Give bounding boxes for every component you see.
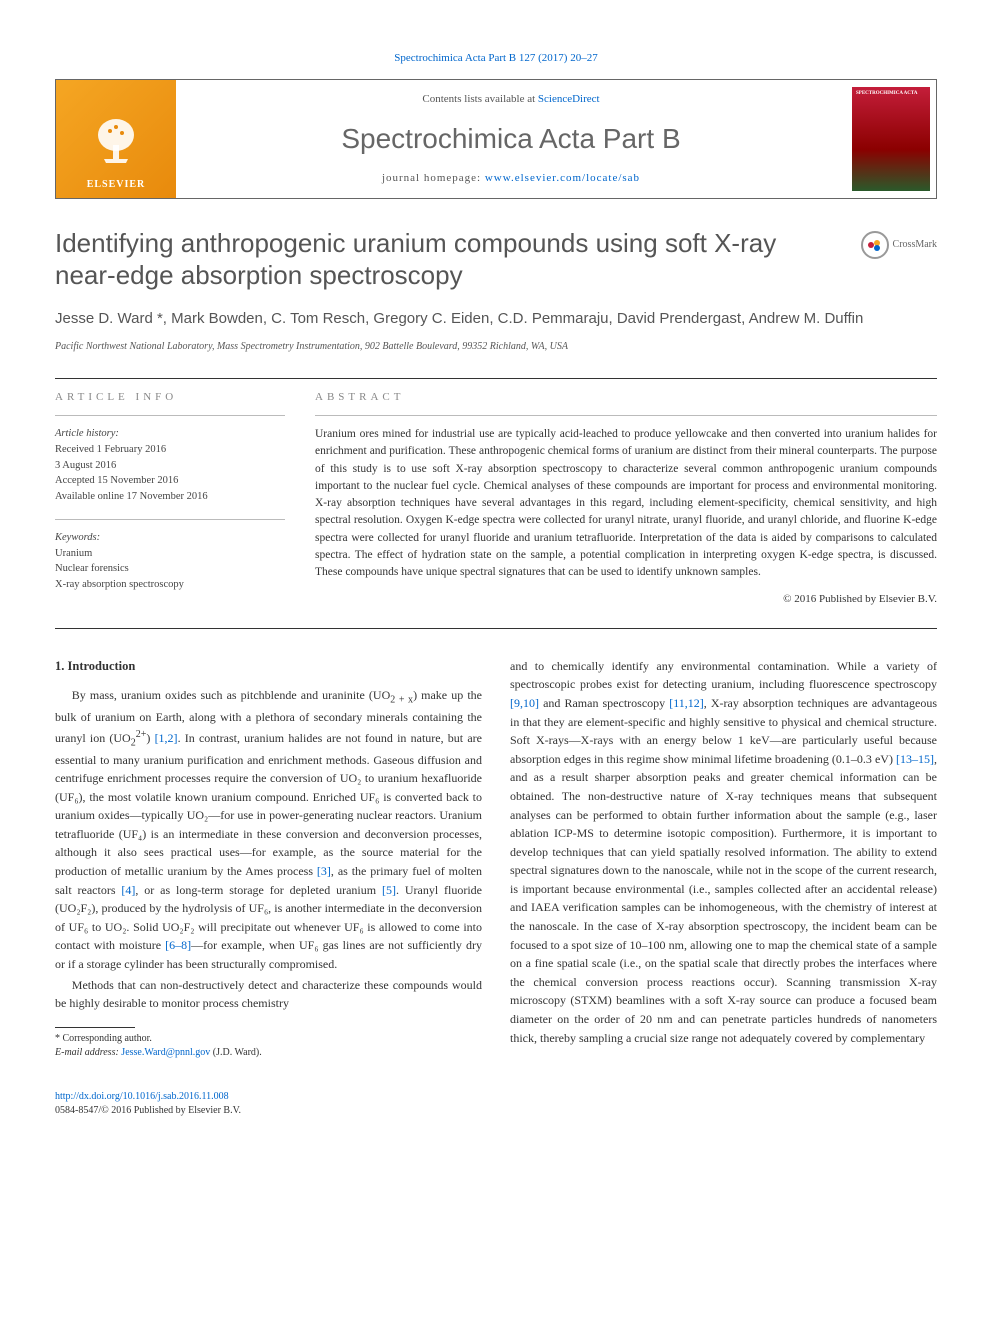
- journal-cover-thumbnail: SPECTROCHIMICA ACTA: [852, 87, 930, 191]
- citation-link[interactable]: [13–15]: [896, 752, 934, 766]
- superscript: 2+: [136, 729, 147, 740]
- footnote-corr: * Corresponding author.: [55, 1032, 482, 1046]
- spacer: [55, 639, 937, 657]
- publisher-name: ELSEVIER: [87, 177, 146, 192]
- journal-reference: Spectrochimica Acta Part B 127 (2017) 20…: [55, 50, 937, 67]
- body-text-columns: 1. Introduction By mass, uranium oxides …: [55, 657, 937, 1060]
- crossmark-label: CrossMark: [893, 237, 937, 252]
- abstract-copyright: © 2016 Published by Elsevier B.V.: [315, 591, 937, 608]
- email-suffix: (J.D. Ward).: [210, 1047, 262, 1058]
- footnote-email-line: E-mail address: Jesse.Ward@pnnl.gov (J.D…: [55, 1046, 482, 1060]
- elsevier-tree-icon: [86, 113, 146, 173]
- email-link[interactable]: Jesse.Ward@pnnl.gov: [121, 1047, 210, 1058]
- info-abstract-row: article info Article history: Received 1…: [55, 389, 937, 608]
- body-paragraph-3: and to chemically identify any environme…: [510, 657, 937, 1047]
- divider-keywords: [55, 519, 285, 520]
- citation-link[interactable]: [11,12]: [669, 696, 704, 710]
- divider-abstract: [315, 415, 937, 416]
- cover-panel: SPECTROCHIMICA ACTA: [846, 80, 936, 198]
- keywords-block: Keywords: Uranium Nuclear forensics X-ra…: [55, 530, 285, 593]
- divider-info: [55, 415, 285, 416]
- text-run: . In contrast, uranium halides are not f…: [55, 731, 482, 878]
- keyword-item: Uranium: [55, 546, 285, 562]
- authors-text: Jesse D. Ward *, Mark Bowden, C. Tom Res…: [55, 310, 863, 327]
- homepage-link[interactable]: www.elsevier.com/locate/sab: [485, 172, 640, 184]
- email-label: E-mail address:: [55, 1047, 121, 1058]
- homepage-prefix: journal homepage:: [382, 172, 485, 184]
- citation-link[interactable]: [3]: [317, 864, 331, 878]
- citation-link[interactable]: [6–8]: [165, 938, 191, 952]
- article-info-column: article info Article history: Received 1…: [55, 389, 285, 608]
- contents-line: Contents lists available at ScienceDirec…: [422, 91, 599, 108]
- divider-body: [55, 628, 937, 629]
- text-run: , or as long-term storage for depleted u…: [135, 883, 382, 897]
- publisher-panel: ELSEVIER: [56, 80, 176, 198]
- keywords-heading: Keywords:: [55, 530, 285, 546]
- keyword-item: X-ray absorption spectroscopy: [55, 577, 285, 593]
- page-footer: http://dx.doi.org/10.1016/j.sab.2016.11.…: [55, 1090, 937, 1118]
- text-run: By mass, uranium oxides such as pitchble…: [72, 688, 390, 702]
- subscript: 2 + x: [390, 695, 413, 706]
- abstract-label: abstract: [315, 389, 937, 406]
- text-run: , and as a result sharper absorption pea…: [510, 752, 937, 1045]
- citation-link[interactable]: [1,2]: [155, 731, 178, 745]
- citation-link[interactable]: [5]: [382, 883, 396, 897]
- homepage-line: journal homepage: www.elsevier.com/locat…: [382, 170, 640, 187]
- article-history-block: Article history: Received 1 February 201…: [55, 426, 285, 505]
- affiliation: Pacific Northwest National Laboratory, M…: [55, 339, 937, 354]
- history-heading: Article history:: [55, 428, 119, 439]
- page-container: Spectrochimica Acta Part B 127 (2017) 20…: [0, 0, 992, 1158]
- sciencedirect-link[interactable]: ScienceDirect: [538, 93, 600, 105]
- cover-title-text: SPECTROCHIMICA ACTA: [856, 91, 926, 97]
- crossmark-widget[interactable]: CrossMark: [861, 231, 937, 259]
- divider-top: [55, 378, 937, 379]
- text-run: ): [146, 731, 154, 745]
- abstract-column: abstract Uranium ores mined for industri…: [315, 389, 937, 608]
- doi-link[interactable]: http://dx.doi.org/10.1016/j.sab.2016.11.…: [55, 1090, 937, 1104]
- text-run: and to chemically identify any environme…: [510, 659, 937, 692]
- journal-name: Spectrochimica Acta Part B: [341, 118, 680, 160]
- revised-date: 3 August 2016: [55, 458, 285, 474]
- footnote-separator: [55, 1027, 135, 1028]
- text-run: and Raman spectroscopy: [539, 696, 669, 710]
- accepted-date: Accepted 15 November 2016: [55, 473, 285, 489]
- online-date: Available online 17 November 2016: [55, 489, 285, 505]
- article-info-label: article info: [55, 389, 285, 406]
- keyword-item: Nuclear forensics: [55, 561, 285, 577]
- body-paragraph-1: By mass, uranium oxides such as pitchble…: [55, 686, 482, 974]
- article-title: Identifying anthropogenic uranium compou…: [55, 227, 835, 292]
- citation-link[interactable]: [9,10]: [510, 696, 539, 710]
- abstract-text: Uranium ores mined for industrial use ar…: [315, 426, 937, 581]
- article-header: CrossMark Identifying anthropogenic uran…: [55, 227, 937, 354]
- masthead-center: Contents lists available at ScienceDirec…: [176, 80, 846, 198]
- crossmark-badge-icon: [861, 231, 889, 259]
- journal-masthead: ELSEVIER Contents lists available at Sci…: [55, 79, 937, 199]
- citation-link[interactable]: [4]: [121, 883, 135, 897]
- contents-prefix: Contents lists available at: [422, 93, 537, 105]
- issn-copyright-line: 0584-8547/© 2016 Published by Elsevier B…: [55, 1105, 241, 1116]
- corresponding-author-footnote: * Corresponding author. E-mail address: …: [55, 1032, 482, 1060]
- received-date: Received 1 February 2016: [55, 442, 285, 458]
- body-paragraph-2: Methods that can non-destructively detec…: [55, 976, 482, 1013]
- section-1-heading: 1. Introduction: [55, 657, 482, 676]
- author-list: Jesse D. Ward *, Mark Bowden, C. Tom Res…: [55, 308, 937, 329]
